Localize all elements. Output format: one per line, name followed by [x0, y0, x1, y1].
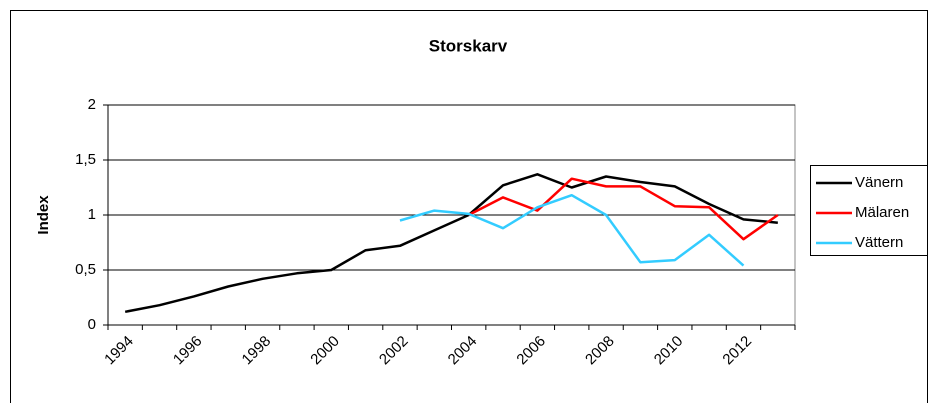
- y-tick-label: 1: [88, 206, 96, 223]
- series-line: [124, 173, 778, 314]
- chart-border: [10, 10, 928, 403]
- legend-box: [810, 165, 928, 256]
- legend-label: Mälaren: [855, 204, 909, 221]
- chart-title: Storskarv: [429, 36, 508, 55]
- series-line: [399, 193, 745, 267]
- series-line: [468, 177, 779, 241]
- legend-label: Vättern: [855, 234, 903, 251]
- y-tick-label: 1,5: [75, 151, 96, 168]
- y-tick-label: 2: [88, 96, 96, 113]
- y-axis-label: Index: [35, 195, 52, 235]
- y-tick-label: 0: [88, 316, 96, 333]
- legend-label: Vänern: [855, 174, 903, 191]
- y-tick-label: 0,5: [75, 261, 96, 278]
